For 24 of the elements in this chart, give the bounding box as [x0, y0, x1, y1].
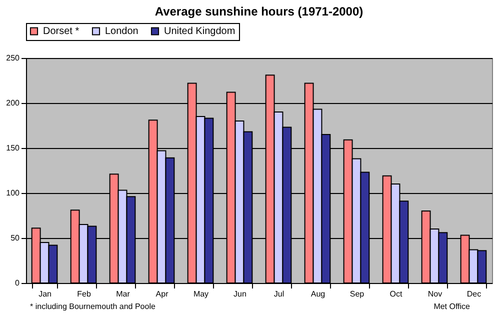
x-tick-label: Apr	[156, 290, 169, 298]
x-tick-label: Jun	[234, 290, 246, 298]
legend-label: London	[105, 26, 138, 38]
x-tick-label: May	[193, 290, 209, 298]
x-tick-label: Sep	[350, 290, 365, 298]
text: * including Bournemouth and Poole	[30, 302, 156, 311]
legend-label: United Kingdom	[164, 26, 236, 38]
x-tick-label: Jan	[38, 290, 52, 298]
x-tick-label: Mar	[116, 290, 130, 298]
legend-label: Dorset *	[43, 26, 80, 38]
y-tick-label: 100	[6, 188, 20, 198]
y-tick-label: 250	[6, 54, 20, 62]
y-tick-label: 150	[6, 144, 20, 152]
y-tick-label: 200	[6, 98, 20, 108]
y-tick-label: 50	[10, 234, 20, 242]
y-tick-label: 0	[15, 278, 20, 288]
x-tick-label: Nov	[428, 290, 442, 298]
x-tick-label: Dec	[466, 290, 482, 298]
x-tick-label: Aug	[310, 290, 326, 298]
chart-title: Average sunshine hours (1971-2000)	[154, 4, 364, 18]
x-tick-label: Jul	[274, 290, 284, 298]
x-tick-label: Feb	[77, 290, 92, 298]
x-tick-label: Oct	[390, 290, 403, 298]
text: Met Office	[434, 302, 470, 311]
